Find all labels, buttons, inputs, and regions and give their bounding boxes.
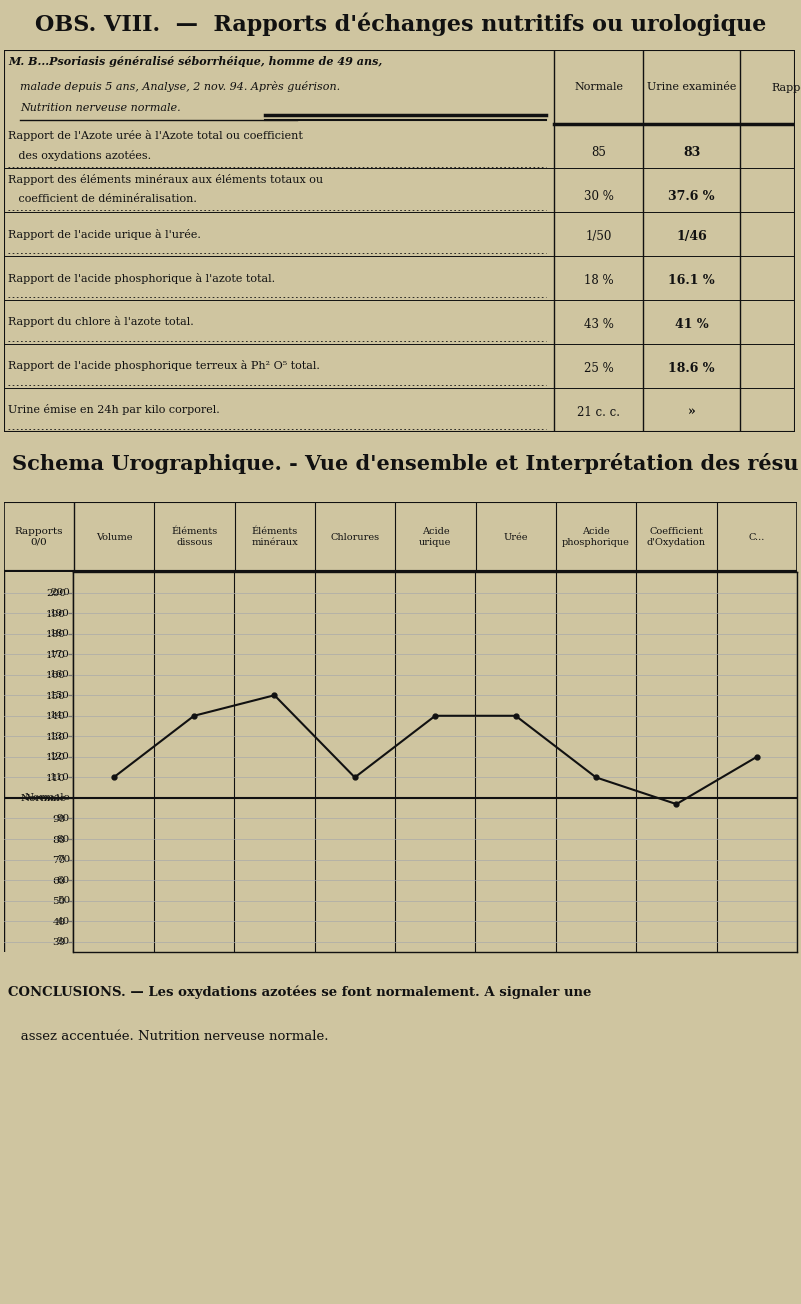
Text: 37.6 %: 37.6 %: [669, 190, 715, 203]
Text: 1/50: 1/50: [586, 231, 612, 244]
Text: 40: 40: [57, 917, 70, 926]
Text: Normale: Normale: [24, 793, 70, 802]
Text: Schema Urographique. - Vue d'ensemble et Interprétation des résu: Schema Urographique. - Vue d'ensemble et…: [12, 454, 799, 475]
Text: des oxydations azotées.: des oxydations azotées.: [8, 150, 151, 160]
Text: 18 %: 18 %: [584, 274, 614, 287]
Text: 110: 110: [50, 773, 70, 782]
Text: Nutrition nerveuse normale.: Nutrition nerveuse normale.: [20, 103, 180, 113]
Text: 30 %: 30 %: [584, 190, 614, 203]
Text: 90: 90: [57, 814, 70, 823]
Text: OBS. VIII.  —  Rapports d'échanges nutritifs ou urologique: OBS. VIII. — Rapports d'échanges nutriti…: [34, 12, 767, 35]
Text: Urée: Urée: [504, 532, 528, 541]
Text: Urine examinée: Urine examinée: [647, 82, 736, 93]
Text: 70: 70: [57, 855, 70, 865]
Text: 18.6 %: 18.6 %: [669, 363, 715, 376]
Text: 60: 60: [57, 875, 70, 884]
Text: 140: 140: [50, 711, 70, 720]
Text: M. B...Psoriasis généralisé séborrhéique, homme de 49 ans,: M. B...Psoriasis généralisé séborrhéique…: [8, 56, 382, 67]
Text: CONCLUSIONS. — Les oxydations azotées se font normalement. A signaler une: CONCLUSIONS. — Les oxydations azotées se…: [8, 986, 591, 999]
Text: »: »: [688, 407, 695, 419]
Text: assez accentuée. Nutrition nerveuse normale.: assez accentuée. Nutrition nerveuse norm…: [8, 1030, 328, 1043]
Text: 16.1 %: 16.1 %: [668, 274, 715, 287]
Text: Éléments
dissous: Éléments dissous: [171, 527, 217, 546]
Text: Rapport de l'acide urique à l'urée.: Rapport de l'acide urique à l'urée.: [8, 228, 201, 240]
Text: Rapport de l'acide phosphorique à l'azote total.: Rapport de l'acide phosphorique à l'azot…: [8, 273, 275, 283]
Text: 180: 180: [50, 629, 70, 638]
Text: 30: 30: [57, 938, 70, 947]
Text: C...: C...: [749, 532, 765, 541]
Text: coefficient de déminéralisation.: coefficient de déminéralisation.: [8, 194, 197, 203]
Text: Coefficient
d'Oxydation: Coefficient d'Oxydation: [647, 527, 706, 546]
Text: Rapport du chlore à l'azote total.: Rapport du chlore à l'azote total.: [8, 317, 194, 327]
Text: 150: 150: [50, 691, 70, 700]
Text: 83: 83: [683, 146, 700, 159]
Text: Normale: Normale: [574, 82, 623, 93]
Text: 21 c. c.: 21 c. c.: [578, 407, 620, 419]
Text: Rapport de l'acide phosphorique terreux à Ph² O⁵ total.: Rapport de l'acide phosphorique terreux …: [8, 360, 320, 372]
Text: 25 %: 25 %: [584, 363, 614, 376]
Text: 130: 130: [50, 732, 70, 741]
Text: 41 %: 41 %: [675, 318, 709, 331]
Text: Rapport des éléments minéraux aux éléments totaux ou: Rapport des éléments minéraux aux élémen…: [8, 175, 323, 185]
Text: Acide
urique: Acide urique: [419, 527, 452, 546]
Text: 170: 170: [50, 649, 70, 659]
Text: Rapports
0/0: Rapports 0/0: [14, 527, 63, 546]
Text: malade depuis 5 ans, Analyse, 2 nov. 94. Après guérison.: malade depuis 5 ans, Analyse, 2 nov. 94.…: [20, 81, 340, 91]
Text: Rapport de l'Azote urée à l'Azote total ou coefficient: Rapport de l'Azote urée à l'Azote total …: [8, 130, 303, 141]
Text: 85: 85: [591, 146, 606, 159]
Text: Volume: Volume: [95, 532, 132, 541]
Text: 190: 190: [50, 609, 70, 618]
Text: Éléments
minéraux: Éléments minéraux: [252, 527, 298, 546]
Text: 80: 80: [57, 835, 70, 844]
Text: 50: 50: [57, 896, 70, 905]
Text: Rapporté: Rapporté: [771, 82, 801, 93]
Text: 200: 200: [50, 588, 70, 597]
Text: 1/46: 1/46: [676, 231, 707, 244]
Text: Chlorures: Chlorures: [331, 532, 380, 541]
Text: 160: 160: [50, 670, 70, 679]
Text: Urine émise en 24h par kilo corporel.: Urine émise en 24h par kilo corporel.: [8, 404, 219, 415]
Text: 43 %: 43 %: [584, 318, 614, 331]
Text: Acide
phosphorique: Acide phosphorique: [562, 527, 630, 546]
Text: 120: 120: [50, 752, 70, 762]
